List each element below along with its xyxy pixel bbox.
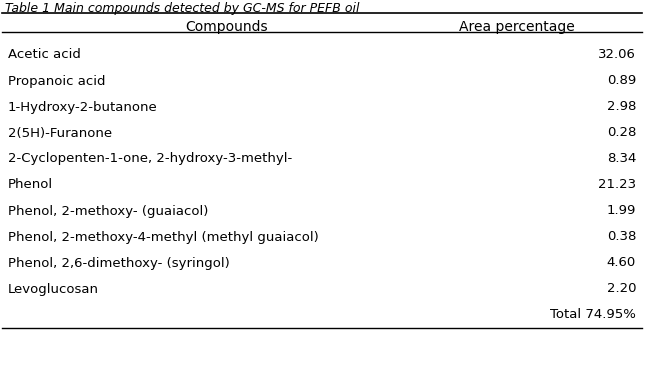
Text: Area percentage: Area percentage [459,20,575,34]
Text: 8.34: 8.34 [607,153,636,166]
Text: Acetic acid: Acetic acid [8,49,81,61]
Text: Compounds: Compounds [185,20,267,34]
Text: Total 74.95%: Total 74.95% [550,309,636,322]
Text: Propanoic acid: Propanoic acid [8,74,105,88]
Text: 0.89: 0.89 [607,74,636,88]
Text: 2.20: 2.20 [607,282,636,295]
Text: 32.06: 32.06 [598,49,636,61]
Text: 2.98: 2.98 [607,101,636,113]
Text: Table 1 Main compounds detected by GC-MS for PEFB oil: Table 1 Main compounds detected by GC-MS… [5,2,360,15]
Text: Phenol, 2-methoxy- (guaiacol): Phenol, 2-methoxy- (guaiacol) [8,205,209,218]
Text: Phenol, 2,6-dimethoxy- (syringol): Phenol, 2,6-dimethoxy- (syringol) [8,257,230,270]
Text: 0.38: 0.38 [607,230,636,243]
Text: 0.28: 0.28 [607,126,636,140]
Text: 21.23: 21.23 [598,178,636,191]
Text: Phenol: Phenol [8,178,53,191]
Text: 1.99: 1.99 [607,205,636,218]
Text: 2(5H)-Furanone: 2(5H)-Furanone [8,126,112,140]
Text: Phenol, 2-methoxy-4-methyl (methyl guaiacol): Phenol, 2-methoxy-4-methyl (methyl guaia… [8,230,318,243]
Text: 1-Hydroxy-2-butanone: 1-Hydroxy-2-butanone [8,101,158,113]
Text: 2-Cyclopenten-1-one, 2-hydroxy-3-methyl-: 2-Cyclopenten-1-one, 2-hydroxy-3-methyl- [8,153,292,166]
Text: 4.60: 4.60 [607,257,636,270]
Text: Levoglucosan: Levoglucosan [8,282,99,295]
